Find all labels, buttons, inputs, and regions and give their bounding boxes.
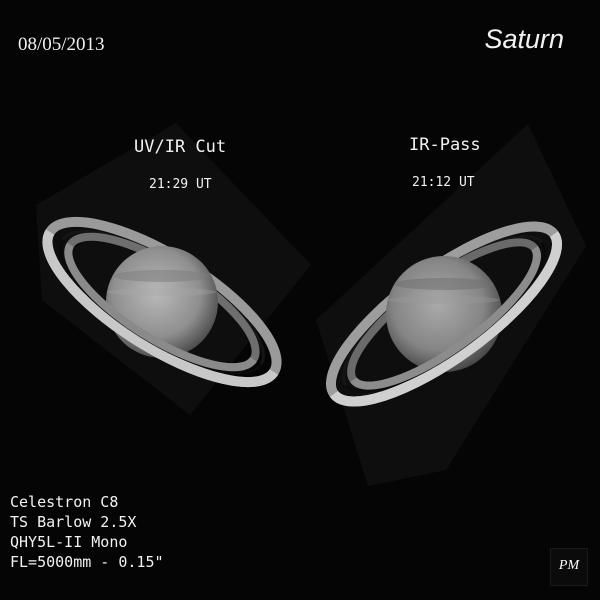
equipment-camera: QHY5L-II Mono <box>10 532 164 552</box>
equipment-list: Celestron C8 TS Barlow 2.5X QHY5L-II Mon… <box>10 492 164 572</box>
signature-text: PM <box>551 558 587 574</box>
page-title: Saturn <box>484 24 564 55</box>
equipment-telescope: Celestron C8 <box>10 492 164 512</box>
time-label-right: 21:12 UT <box>412 175 475 190</box>
filter-label-right: IR-Pass <box>409 135 481 155</box>
time-label-left: 21:29 UT <box>149 177 212 192</box>
filter-label-left: UV/IR Cut <box>134 137 226 157</box>
equipment-focal-length: FL=5000mm - 0.15" <box>10 552 164 572</box>
signature-badge: PM <box>550 548 588 586</box>
equipment-barlow: TS Barlow 2.5X <box>10 512 164 532</box>
date-label: 08/05/2013 <box>18 34 105 56</box>
